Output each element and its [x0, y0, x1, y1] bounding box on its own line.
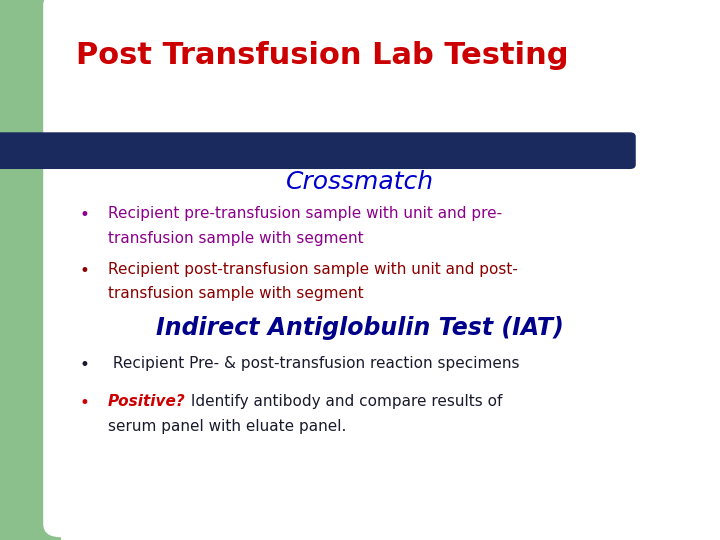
- Text: Recipient Pre- & post-transfusion reaction specimens: Recipient Pre- & post-transfusion reacti…: [108, 356, 520, 372]
- Text: Crossmatch: Crossmatch: [286, 170, 434, 194]
- Text: Recipient post-transfusion sample with unit and post-: Recipient post-transfusion sample with u…: [108, 262, 518, 277]
- Text: Post Transfusion Lab Testing: Post Transfusion Lab Testing: [76, 40, 568, 70]
- Text: serum panel with eluate panel.: serum panel with eluate panel.: [108, 418, 346, 434]
- Text: •: •: [79, 394, 89, 412]
- Text: Identify antibody and compare results of: Identify antibody and compare results of: [186, 394, 502, 409]
- Text: transfusion sample with segment: transfusion sample with segment: [108, 231, 364, 246]
- Bar: [0, 0, 61, 540]
- Text: transfusion sample with segment: transfusion sample with segment: [108, 286, 364, 301]
- Text: •: •: [79, 262, 89, 280]
- FancyBboxPatch shape: [43, 0, 720, 537]
- Text: Recipient pre-transfusion sample with unit and pre-: Recipient pre-transfusion sample with un…: [108, 206, 502, 221]
- FancyBboxPatch shape: [0, 132, 636, 169]
- Bar: [61, 5, 198, 108]
- Text: Indirect Antiglobulin Test (IAT): Indirect Antiglobulin Test (IAT): [156, 316, 564, 340]
- Text: •: •: [79, 356, 89, 374]
- Text: Positive?: Positive?: [108, 394, 186, 409]
- Text: •: •: [79, 206, 89, 224]
